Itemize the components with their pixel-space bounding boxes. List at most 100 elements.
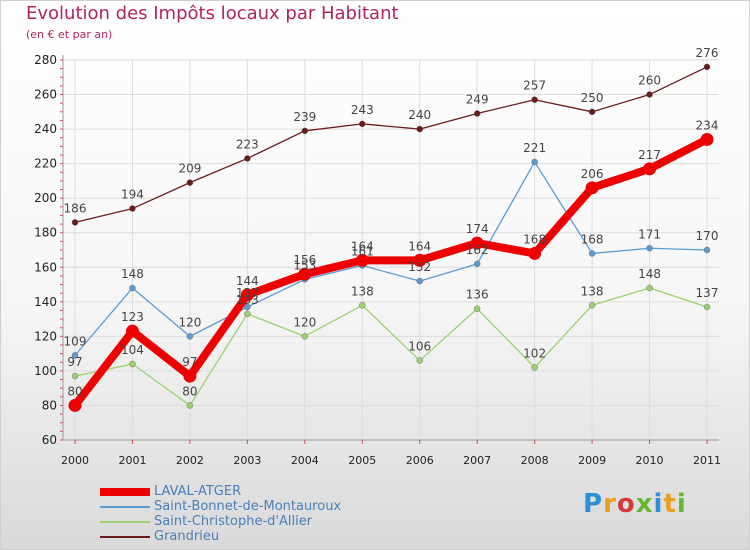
data-point bbox=[186, 179, 194, 186]
data-point bbox=[244, 155, 251, 162]
legend-swatch bbox=[100, 536, 150, 538]
x-tick-label: 2000 bbox=[61, 454, 89, 467]
data-point bbox=[298, 267, 312, 281]
data-point bbox=[301, 127, 309, 135]
data-label: 194 bbox=[121, 188, 144, 202]
data-label: 97 bbox=[67, 355, 82, 369]
legend-swatch bbox=[100, 488, 150, 496]
data-label: 249 bbox=[466, 93, 489, 107]
data-point bbox=[531, 96, 538, 103]
logo-letter: i bbox=[676, 489, 687, 519]
data-point bbox=[643, 162, 657, 176]
data-label: 80 bbox=[182, 384, 197, 398]
data-point bbox=[703, 246, 711, 254]
data-label: 120 bbox=[293, 315, 316, 329]
series-line bbox=[71, 135, 711, 410]
data-label: 164 bbox=[351, 239, 374, 253]
x-tick-label: 2004 bbox=[291, 454, 319, 467]
data-label: 148 bbox=[638, 267, 661, 281]
data-label: 162 bbox=[466, 243, 489, 257]
data-label: 152 bbox=[408, 260, 431, 274]
data-point bbox=[68, 398, 82, 412]
x-tick-label: 2001 bbox=[118, 454, 146, 467]
data-label: 104 bbox=[121, 343, 144, 357]
legend-label: Saint-Bonnet-de-Montauroux bbox=[154, 499, 342, 514]
data-label: 109 bbox=[64, 334, 87, 348]
data-label: 161 bbox=[351, 245, 374, 259]
proxiti-logo: Proxiti bbox=[583, 489, 687, 519]
x-tick-label: 2006 bbox=[406, 454, 434, 467]
data-point bbox=[359, 120, 366, 128]
data-point bbox=[473, 110, 481, 117]
x-tick-label: 2008 bbox=[521, 454, 549, 467]
data-point bbox=[413, 253, 427, 267]
chart-subtitle: (en € et par an) bbox=[26, 28, 113, 41]
y-tick-label: 260 bbox=[34, 88, 57, 102]
y-tick-label: 60 bbox=[42, 433, 57, 447]
data-point bbox=[416, 277, 423, 285]
series-line bbox=[74, 161, 708, 357]
logo-letter: P bbox=[583, 489, 604, 519]
data-label: 97 bbox=[182, 355, 197, 369]
logo-letter: x bbox=[635, 489, 654, 519]
data-point bbox=[588, 302, 596, 309]
y-tick-label: 120 bbox=[34, 329, 57, 343]
data-point bbox=[646, 91, 653, 98]
y-tick-label: 240 bbox=[34, 122, 57, 136]
data-label: 239 bbox=[293, 110, 316, 124]
data-label: 250 bbox=[581, 91, 604, 105]
data-label: 144 bbox=[236, 274, 259, 288]
x-tick-label: 2011 bbox=[693, 454, 721, 467]
data-label: 138 bbox=[351, 284, 374, 298]
data-label: 106 bbox=[408, 340, 431, 354]
y-tick-label: 180 bbox=[34, 226, 57, 240]
y-tick-label: 280 bbox=[34, 53, 57, 67]
data-point bbox=[129, 284, 136, 292]
data-label: 171 bbox=[638, 227, 661, 241]
data-point bbox=[470, 236, 484, 250]
data-label: 260 bbox=[638, 74, 661, 88]
data-label: 168 bbox=[523, 232, 546, 246]
data-point bbox=[71, 372, 79, 380]
logo-letter: r bbox=[603, 489, 617, 519]
data-label: 257 bbox=[523, 79, 546, 93]
data-point bbox=[646, 284, 653, 292]
data-point bbox=[129, 360, 136, 368]
data-label: 148 bbox=[121, 267, 144, 281]
data-point bbox=[244, 310, 251, 318]
data-point bbox=[531, 158, 538, 166]
x-tick-label: 2002 bbox=[176, 454, 204, 467]
data-label: 206 bbox=[581, 167, 604, 181]
data-point bbox=[700, 132, 714, 146]
data-point bbox=[71, 352, 79, 359]
data-point bbox=[240, 288, 254, 302]
data-label: 164 bbox=[408, 239, 431, 253]
logo-letter: o bbox=[616, 489, 636, 519]
data-point bbox=[528, 246, 542, 260]
logo-letter: t bbox=[663, 489, 677, 519]
y-tick-label: 200 bbox=[34, 191, 57, 205]
y-tick-label: 220 bbox=[34, 157, 57, 171]
y-tick-label: 100 bbox=[34, 364, 57, 378]
data-label: 223 bbox=[236, 137, 259, 151]
x-tick-label: 2009 bbox=[578, 454, 606, 467]
data-point bbox=[531, 364, 538, 371]
data-label: 186 bbox=[64, 201, 87, 215]
data-label: 123 bbox=[121, 310, 144, 324]
data-point bbox=[186, 402, 194, 409]
chart-title: Evolution des Impôts locaux par Habitant bbox=[26, 3, 399, 24]
data-label: 168 bbox=[581, 232, 604, 246]
logo-letter: i bbox=[653, 489, 664, 519]
data-point bbox=[473, 305, 481, 312]
data-label: 221 bbox=[523, 141, 546, 155]
data-label: 174 bbox=[466, 222, 489, 236]
data-point bbox=[588, 250, 596, 257]
series-line bbox=[74, 66, 708, 224]
data-point bbox=[71, 219, 79, 226]
data-label: 80 bbox=[67, 384, 82, 398]
data-label: 170 bbox=[696, 229, 719, 243]
data-point bbox=[186, 333, 194, 340]
data-point bbox=[473, 260, 481, 268]
y-tick-label: 140 bbox=[34, 295, 57, 309]
